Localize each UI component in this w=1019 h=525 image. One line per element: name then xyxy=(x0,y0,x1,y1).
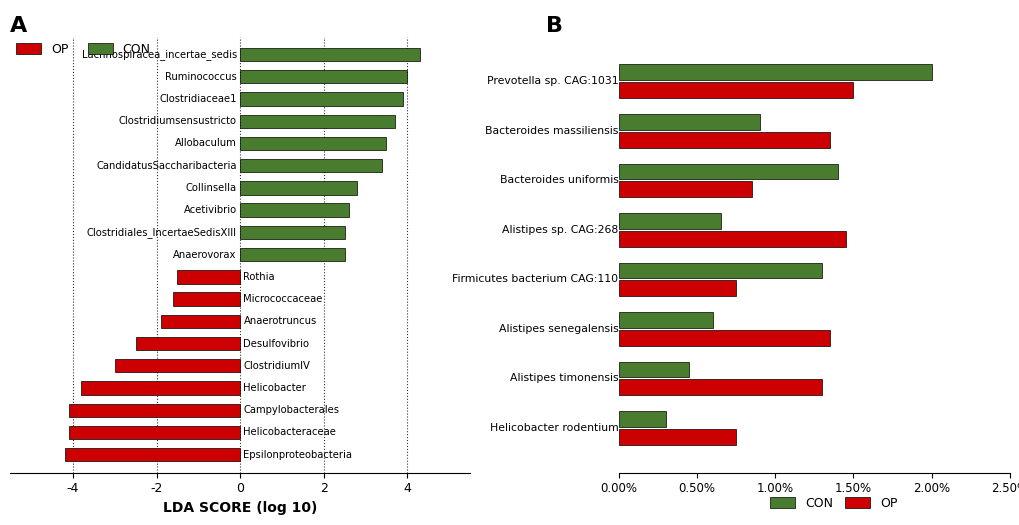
Legend: OP, CON: OP, CON xyxy=(16,43,151,56)
Text: Epsilonproteobacteria: Epsilonproteobacteria xyxy=(244,450,353,460)
Bar xyxy=(619,114,759,130)
X-axis label: LDA SCORE (log 10): LDA SCORE (log 10) xyxy=(163,501,317,515)
Bar xyxy=(619,312,712,328)
Text: Anaerovorax: Anaerovorax xyxy=(173,249,236,260)
Bar xyxy=(239,226,344,239)
Text: Firmicutes bacterium CAG:110: Firmicutes bacterium CAG:110 xyxy=(452,275,618,285)
Text: Ruminococcus: Ruminococcus xyxy=(165,72,236,82)
Text: ClostridiumIV: ClostridiumIV xyxy=(244,361,310,371)
Bar xyxy=(619,262,821,278)
Text: Helicobacteraceae: Helicobacteraceae xyxy=(244,427,336,437)
Text: Micrococcaceae: Micrococcaceae xyxy=(244,294,323,304)
Text: Campylobacterales: Campylobacterales xyxy=(244,405,339,415)
Bar xyxy=(239,248,344,261)
Bar xyxy=(177,270,239,284)
Bar xyxy=(619,280,736,296)
Text: Helicobacter: Helicobacter xyxy=(244,383,306,393)
Bar xyxy=(114,359,239,372)
Text: B: B xyxy=(545,16,562,36)
Text: Bacteroides uniformis: Bacteroides uniformis xyxy=(499,175,618,185)
Bar xyxy=(239,159,382,172)
Text: Alistipes senegalensis: Alistipes senegalensis xyxy=(498,324,618,334)
Bar xyxy=(619,132,829,148)
Text: Lachnospiracea_incertae_sedis: Lachnospiracea_incertae_sedis xyxy=(82,49,236,60)
Text: Clostridiales_IncertaeSedisXIII: Clostridiales_IncertaeSedisXIII xyxy=(87,227,236,238)
Text: Rothia: Rothia xyxy=(244,272,275,282)
Bar xyxy=(619,429,736,445)
Bar xyxy=(239,114,394,128)
Text: Alistipes sp. CAG:268: Alistipes sp. CAG:268 xyxy=(502,225,618,235)
Text: Collinsella: Collinsella xyxy=(185,183,236,193)
Bar xyxy=(82,381,239,395)
Bar xyxy=(68,404,239,417)
Bar xyxy=(136,337,239,350)
Bar xyxy=(619,65,930,80)
Bar xyxy=(619,330,829,346)
Text: Desulfovibrio: Desulfovibrio xyxy=(244,339,309,349)
Text: Alistipes timonensis: Alistipes timonensis xyxy=(510,373,618,383)
Text: Acetivibrio: Acetivibrio xyxy=(183,205,236,215)
Text: A: A xyxy=(10,16,28,36)
Text: Allobaculum: Allobaculum xyxy=(175,139,236,149)
Text: Helicobacter rodentium: Helicobacter rodentium xyxy=(489,423,618,433)
Bar xyxy=(619,231,845,247)
Text: Clostridiumsensustricto: Clostridiumsensustricto xyxy=(118,116,236,126)
Text: Anaerotruncus: Anaerotruncus xyxy=(244,317,317,327)
Bar xyxy=(619,82,853,98)
Bar xyxy=(64,448,239,461)
Bar xyxy=(619,411,665,427)
Bar xyxy=(68,426,239,439)
Bar xyxy=(619,163,837,180)
Legend: CON, OP: CON, OP xyxy=(769,497,897,510)
Bar xyxy=(239,181,357,195)
Bar xyxy=(619,181,751,197)
Bar xyxy=(239,92,403,106)
Bar xyxy=(239,48,420,61)
Bar xyxy=(173,292,239,306)
Bar xyxy=(619,362,689,377)
Bar xyxy=(239,204,348,217)
Bar xyxy=(239,137,386,150)
Bar xyxy=(619,213,719,229)
Text: Bacteroides massiliensis: Bacteroides massiliensis xyxy=(485,126,618,136)
Text: Clostridiaceae1: Clostridiaceae1 xyxy=(159,94,236,104)
Bar xyxy=(619,380,821,395)
Bar xyxy=(239,70,407,83)
Bar xyxy=(161,314,239,328)
Text: Prevotella sp. CAG:1031: Prevotella sp. CAG:1031 xyxy=(486,76,618,86)
Text: CandidatusSaccharibacteria: CandidatusSaccharibacteria xyxy=(96,161,236,171)
